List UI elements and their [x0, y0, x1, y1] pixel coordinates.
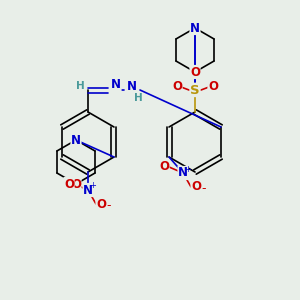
Text: O: O: [190, 65, 200, 79]
Text: O: O: [96, 197, 106, 211]
Text: N: N: [127, 80, 137, 92]
Text: H: H: [76, 81, 84, 91]
Text: N: N: [71, 134, 81, 146]
Text: +: +: [90, 182, 96, 190]
Text: N: N: [190, 22, 200, 34]
Text: O: O: [71, 178, 81, 190]
Text: N: N: [178, 167, 188, 179]
Text: O: O: [159, 160, 169, 173]
Text: -: -: [202, 182, 206, 196]
Text: O: O: [208, 80, 218, 92]
Text: S: S: [190, 83, 200, 97]
Text: +: +: [184, 164, 191, 173]
Text: H: H: [134, 93, 142, 103]
Text: N: N: [83, 184, 93, 196]
Text: O: O: [64, 178, 74, 190]
Text: -: -: [107, 200, 111, 212]
Text: O: O: [191, 181, 201, 194]
Text: O: O: [172, 80, 182, 92]
Text: N: N: [111, 79, 121, 92]
